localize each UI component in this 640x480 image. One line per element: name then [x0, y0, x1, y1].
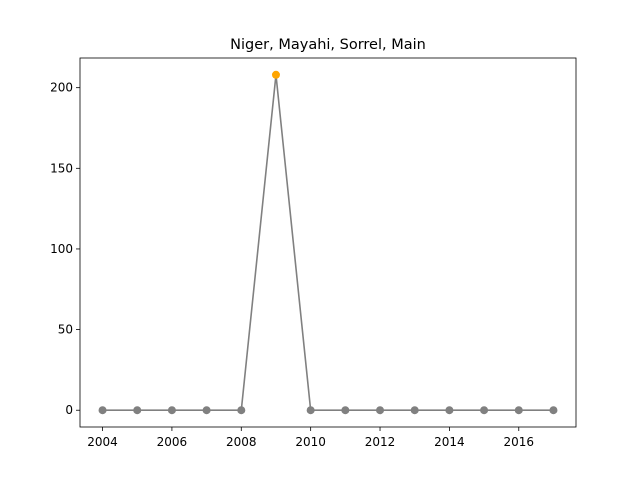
plot-frame — [79, 57, 577, 428]
data-point — [514, 406, 523, 415]
x-axis-ticks: 2004 2006 2008 2010 2012 2014 2016 — [87, 427, 534, 449]
series-line — [102, 74, 554, 412]
x-tick-label: 2006 — [157, 435, 188, 449]
y-tick-label: 0 — [65, 403, 73, 417]
x-tick-label: 2008 — [226, 435, 257, 449]
y-tick-label: 100 — [50, 242, 73, 256]
x-tick-label: 2014 — [434, 435, 465, 449]
highlight-point — [271, 70, 280, 79]
chart-title: Niger, Mayahi, Sorrel, Main — [230, 37, 426, 53]
x-tick-label: 2016 — [503, 435, 534, 449]
y-tick-label: 150 — [50, 161, 73, 175]
data-point — [376, 406, 385, 415]
data-point — [133, 406, 142, 415]
data-point — [445, 406, 454, 415]
data-point — [306, 406, 315, 415]
x-tick-label: 2010 — [295, 435, 326, 449]
x-tick-label: 2012 — [365, 435, 396, 449]
data-point — [202, 406, 211, 415]
y-tick-label: 200 — [50, 81, 73, 95]
y-tick-label: 50 — [58, 323, 73, 337]
data-point — [549, 406, 558, 415]
series-layer — [98, 70, 558, 415]
data-point — [341, 406, 350, 415]
data-point — [167, 406, 176, 415]
data-point — [237, 406, 246, 415]
data-point — [410, 406, 419, 415]
x-tick-label: 2004 — [87, 435, 118, 449]
data-point — [98, 406, 107, 415]
y-axis-ticks: 0 50 100 150 200 — [50, 81, 80, 417]
data-point — [480, 406, 489, 415]
